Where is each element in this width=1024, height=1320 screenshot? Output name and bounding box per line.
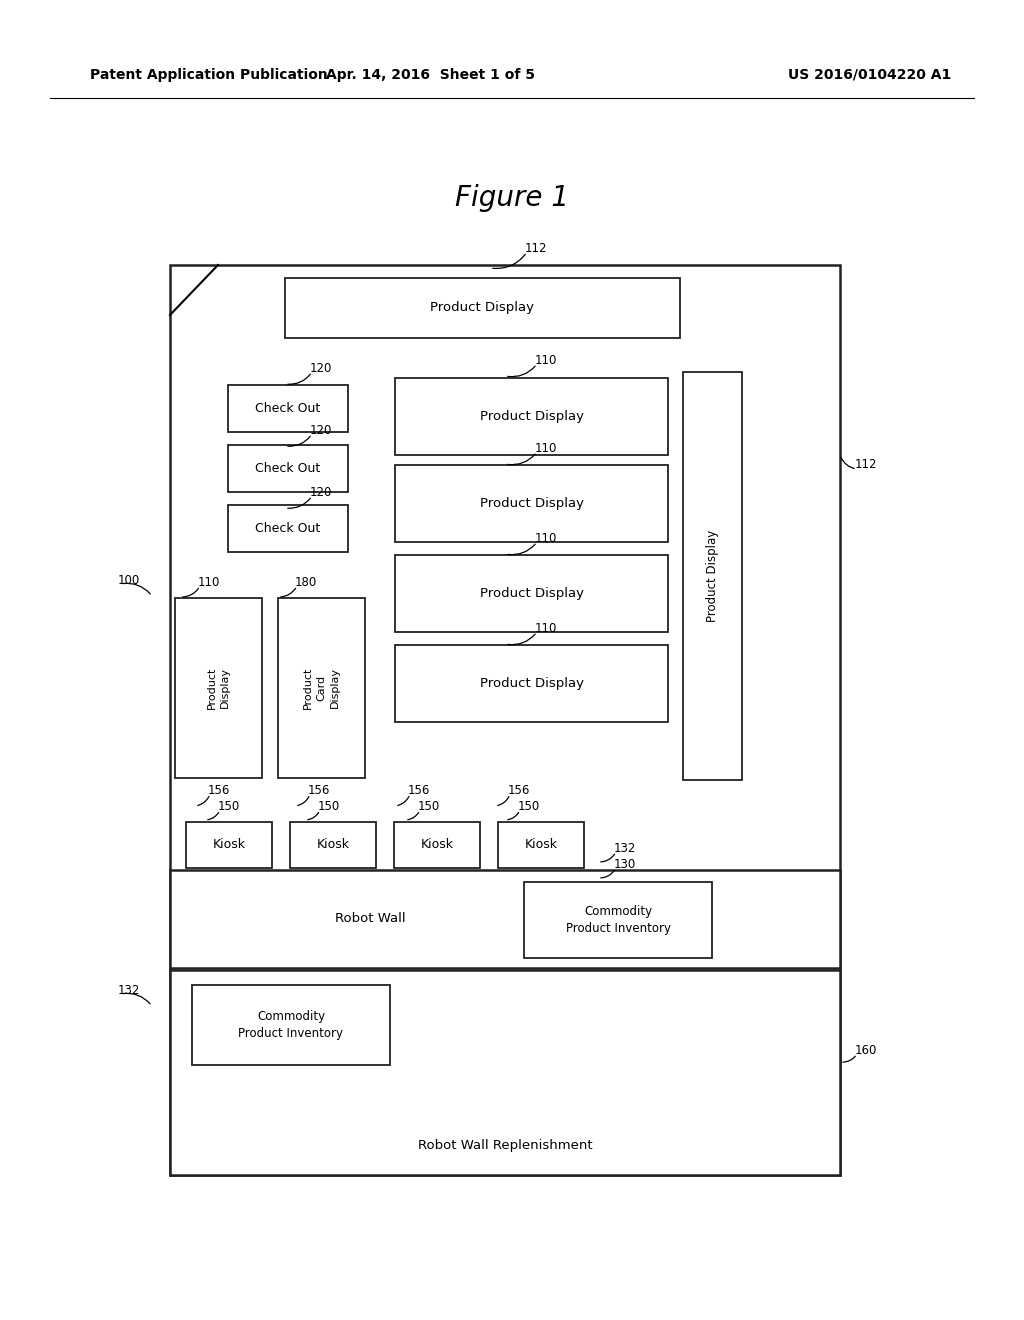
- Text: Robot Wall Replenishment: Robot Wall Replenishment: [418, 1138, 592, 1151]
- Text: 156: 156: [308, 784, 331, 796]
- Text: 156: 156: [508, 784, 530, 796]
- Bar: [683, 372, 742, 780]
- Bar: [395, 465, 668, 543]
- Text: Kiosk: Kiosk: [421, 838, 454, 851]
- Bar: [395, 554, 668, 632]
- Bar: [175, 598, 262, 777]
- Text: 112: 112: [525, 242, 548, 255]
- Text: Product Display: Product Display: [479, 411, 584, 422]
- Bar: [395, 645, 668, 722]
- Text: Commodity
Product Inventory: Commodity Product Inventory: [565, 906, 671, 935]
- Text: 132: 132: [614, 842, 636, 854]
- Text: 132: 132: [118, 983, 140, 997]
- Bar: [290, 822, 376, 869]
- Text: 120: 120: [310, 424, 333, 437]
- Text: 130: 130: [614, 858, 636, 870]
- Text: 100: 100: [118, 573, 140, 586]
- Text: Robot Wall: Robot Wall: [335, 912, 406, 925]
- Text: 156: 156: [208, 784, 230, 796]
- Text: Product Display: Product Display: [479, 677, 584, 690]
- Bar: [278, 598, 365, 777]
- Text: 150: 150: [418, 800, 440, 813]
- Text: Commodity
Product Inventory: Commodity Product Inventory: [239, 1010, 343, 1040]
- Text: Product Display: Product Display: [706, 529, 719, 622]
- Text: Kiosk: Kiosk: [316, 838, 349, 851]
- Text: Product
Display: Product Display: [207, 667, 230, 709]
- Bar: [193, 985, 390, 1065]
- Bar: [394, 822, 480, 869]
- Text: 110: 110: [198, 576, 220, 589]
- Text: Apr. 14, 2016  Sheet 1 of 5: Apr. 14, 2016 Sheet 1 of 5: [326, 69, 535, 82]
- Text: 180: 180: [295, 576, 317, 589]
- Text: Check Out: Check Out: [255, 403, 321, 414]
- Bar: [170, 870, 840, 968]
- Text: 120: 120: [310, 362, 333, 375]
- Bar: [285, 279, 680, 338]
- Text: 156: 156: [408, 784, 430, 796]
- Bar: [228, 385, 348, 432]
- Text: 110: 110: [535, 532, 557, 544]
- Bar: [170, 265, 840, 1175]
- Bar: [170, 970, 840, 1175]
- Text: 160: 160: [855, 1044, 878, 1056]
- Text: Figure 1: Figure 1: [455, 183, 569, 213]
- Text: 110: 110: [535, 354, 557, 367]
- Text: Product Display: Product Display: [479, 587, 584, 601]
- Text: 150: 150: [218, 800, 241, 813]
- Text: 110: 110: [535, 441, 557, 454]
- Bar: [186, 822, 272, 869]
- Text: Patent Application Publication: Patent Application Publication: [90, 69, 328, 82]
- Text: US 2016/0104220 A1: US 2016/0104220 A1: [788, 69, 951, 82]
- Text: 150: 150: [518, 800, 541, 813]
- Bar: [228, 506, 348, 552]
- Text: 150: 150: [318, 800, 340, 813]
- Text: Kiosk: Kiosk: [524, 838, 557, 851]
- Text: Product
Card
Display: Product Card Display: [303, 667, 340, 709]
- Text: Product Display: Product Display: [430, 301, 535, 314]
- Text: Kiosk: Kiosk: [213, 838, 246, 851]
- Text: 110: 110: [535, 622, 557, 635]
- Bar: [395, 378, 668, 455]
- Bar: [228, 445, 348, 492]
- Text: Check Out: Check Out: [255, 462, 321, 475]
- Bar: [498, 822, 584, 869]
- Text: 112: 112: [855, 458, 878, 471]
- Text: Product Display: Product Display: [479, 498, 584, 510]
- Bar: [524, 882, 712, 958]
- Text: 120: 120: [310, 486, 333, 499]
- Text: Check Out: Check Out: [255, 521, 321, 535]
